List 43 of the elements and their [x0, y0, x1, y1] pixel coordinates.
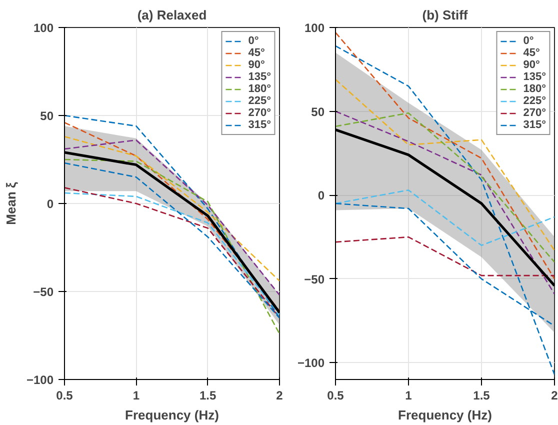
y-tick-label: −50	[304, 272, 325, 286]
y-tick-label: 100	[304, 21, 325, 35]
y-tick-label: −100	[26, 373, 54, 387]
legend-label: 225°	[248, 95, 271, 107]
line-series	[336, 45, 554, 376]
y-tick-label: −100	[297, 356, 325, 370]
y-tick-label: 0	[46, 197, 54, 211]
legend-label: 315°	[523, 119, 546, 131]
x-axis-title: Frequency (Hz)	[125, 408, 219, 422]
x-axis-title: Frequency (Hz)	[398, 408, 492, 422]
x-tick-label: 0.5	[56, 388, 74, 402]
legend-label: 135°	[523, 71, 546, 83]
y-tick-label: 50	[40, 109, 54, 123]
legend-label: 45°	[248, 47, 266, 59]
chart-title: (a) Relaxed	[137, 8, 207, 22]
x-tick-label: 1	[132, 388, 140, 402]
y-tick-label: 100	[33, 21, 54, 35]
legend-label: 270°	[248, 107, 271, 119]
legend-label: 270°	[523, 107, 546, 119]
line-series	[336, 78, 554, 252]
legend-label: 180°	[248, 83, 271, 95]
y-tick-label: 0	[318, 188, 325, 203]
y-tick-label: 50	[311, 104, 325, 119]
legend-label: 315°	[248, 119, 271, 131]
x-tick-label: 1	[405, 388, 412, 402]
x-tick-label: 2	[551, 388, 558, 402]
legend-label: 225°	[523, 95, 546, 107]
x-tick-label: 1.5	[199, 388, 216, 402]
line-series	[336, 189, 554, 246]
legend-label: 180°	[523, 83, 546, 95]
legend-label: 0°	[523, 35, 535, 47]
x-tick-label: 2	[276, 388, 284, 402]
x-tick-label: 0.5	[327, 388, 344, 402]
y-axis-title: Mean ξ	[3, 182, 18, 225]
legend-label: 0°	[248, 35, 260, 47]
legend-label: 135°	[248, 71, 271, 83]
y-tick-label: −50	[33, 285, 54, 299]
x-tick-label: 1.5	[473, 388, 490, 402]
legend-label: 90°	[523, 59, 541, 71]
chart-title: (b) Stiff	[422, 8, 468, 22]
legend-label: 45°	[523, 47, 541, 59]
legend-label: 90°	[248, 59, 266, 71]
line-series	[336, 32, 554, 280]
